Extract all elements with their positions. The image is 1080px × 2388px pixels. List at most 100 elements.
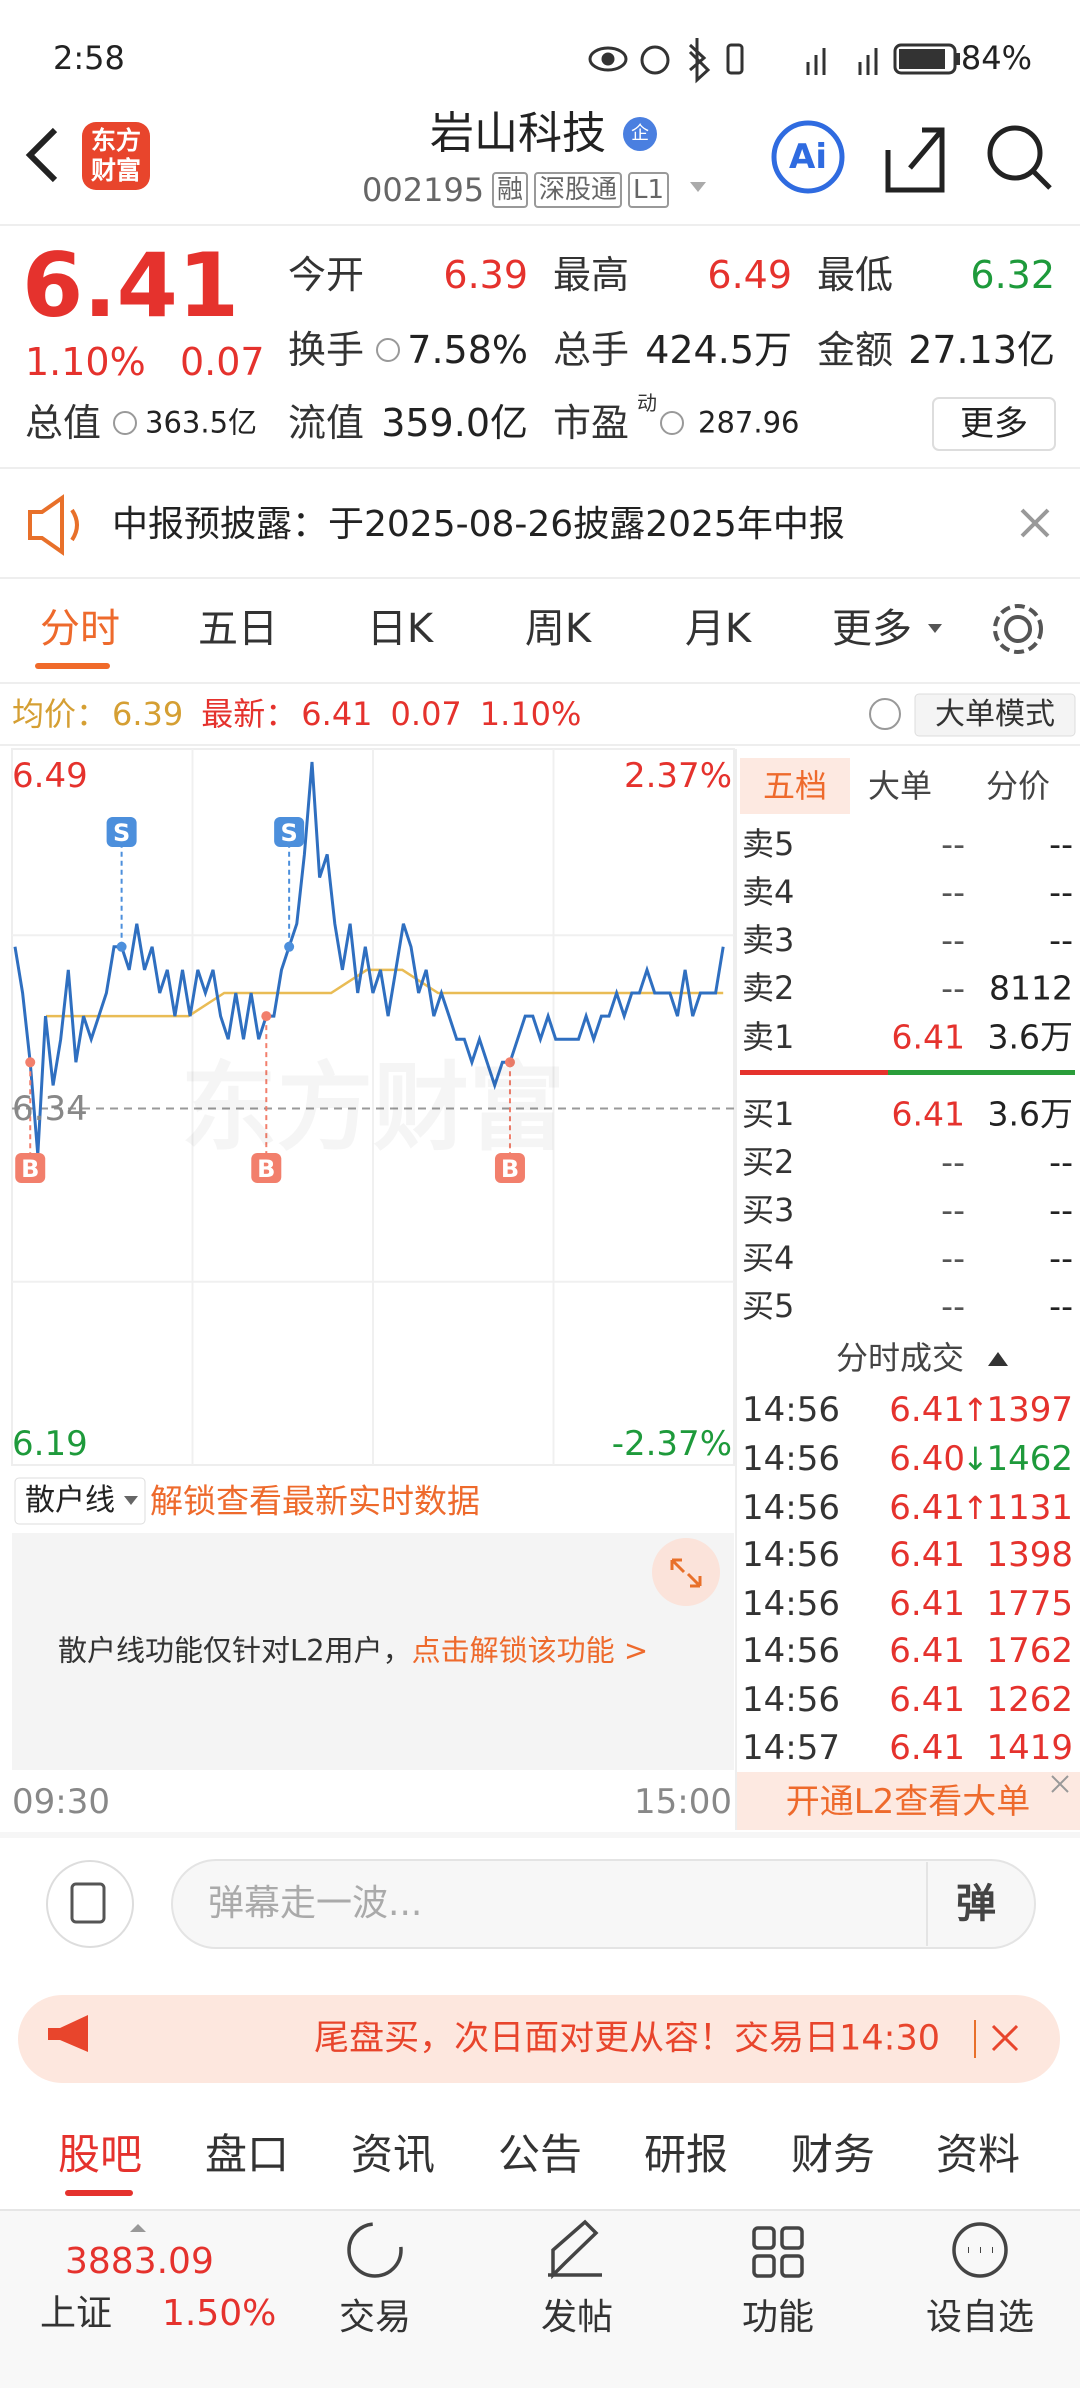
- nav-item[interactable]: 交易: [338, 2297, 412, 2338]
- help-icon[interactable]: [869, 698, 901, 730]
- danmaku-button[interactable]: 弹: [956, 1881, 996, 1927]
- retail-label[interactable]: 散户线: [25, 1483, 115, 1518]
- speaker-icon: [28, 494, 79, 556]
- back-icon[interactable]: [25, 127, 58, 183]
- content-tab[interactable]: 资讯: [350, 2130, 436, 2179]
- trade-volume: 1462: [986, 1439, 1073, 1479]
- signal-label: B: [21, 1155, 40, 1183]
- trade-price: 6.41: [889, 1631, 965, 1671]
- settings-icon[interactable]: [993, 604, 1043, 654]
- retail-message: 散户线功能仅针对L2用户，: [58, 1633, 412, 1668]
- content-tab[interactable]: 研报: [643, 2130, 729, 2179]
- chart-tab[interactable]: 五日: [198, 606, 278, 652]
- content-tab[interactable]: 股吧: [57, 2130, 143, 2179]
- time-label: 09:30: [12, 1782, 110, 1822]
- trade-price: 6.40: [889, 1439, 965, 1479]
- signal-dot: [504, 1057, 515, 1068]
- orderbook-tab[interactable]: 大单: [867, 767, 933, 805]
- orderbook-label: 买2: [742, 1143, 795, 1181]
- comment-icon[interactable]: [46, 1860, 134, 1948]
- index-name: 上证: [40, 2293, 113, 2334]
- orderbook-price: --: [941, 1190, 965, 1230]
- more-button[interactable]: [932, 397, 1056, 451]
- signal-box: [494, 1153, 525, 1183]
- orderbook-price: --: [941, 1142, 965, 1182]
- chart-tab[interactable]: 日K: [366, 606, 434, 652]
- orderbook-label: 买3: [742, 1191, 795, 1229]
- arrow-icon: [130, 2224, 146, 2232]
- change-pct: 1.10%: [25, 340, 146, 384]
- ai-icon[interactable]: [771, 120, 845, 194]
- orderbook-tab[interactable]: 五档: [762, 767, 828, 805]
- search-icon[interactable]: [987, 125, 1052, 190]
- orderbook-price: --: [941, 1238, 965, 1278]
- nav-item[interactable]: 设自选: [925, 2297, 1035, 2338]
- trade-volume: 1419: [986, 1728, 1073, 1768]
- field-label: 总值: [25, 401, 102, 445]
- trade-volume: 1398: [986, 1535, 1073, 1575]
- orderbook-volume: 3.6万: [987, 1094, 1073, 1134]
- field-value: 424.5万: [645, 328, 792, 372]
- close-icon[interactable]: [1051, 1775, 1069, 1793]
- field-label: 总手: [553, 328, 630, 372]
- share-icon[interactable]: [885, 127, 945, 193]
- content-tab[interactable]: 财务: [790, 2130, 876, 2179]
- orderbook-label: 卖4: [742, 873, 795, 911]
- content-tab[interactable]: 公告: [497, 2130, 583, 2179]
- stock-tag: 融: [492, 172, 529, 208]
- banner-bg[interactable]: [18, 1995, 1060, 2083]
- signal-label: S: [112, 819, 131, 847]
- orderbook-volume: --: [1049, 1190, 1073, 1230]
- field-label: 最高: [553, 253, 630, 297]
- buy-bar: [888, 1070, 1075, 1075]
- chart-tab[interactable]: 月K: [684, 606, 752, 652]
- orderbook-price: 6.41: [891, 1094, 965, 1134]
- tab-underline: [35, 663, 110, 669]
- retail-select[interactable]: [14, 1477, 146, 1525]
- nav-item[interactable]: 功能: [741, 2297, 815, 2338]
- content-tab[interactable]: 资料: [935, 2130, 1021, 2179]
- signal-dot: [116, 941, 127, 952]
- expand-bg[interactable]: [652, 1538, 720, 1606]
- banner-icon: [48, 2015, 88, 2052]
- ai-button[interactable]: Ai: [789, 137, 827, 177]
- l2-text[interactable]: 开通L2查看大单: [785, 1782, 1031, 1822]
- trades-title: 分时成交: [835, 1339, 965, 1377]
- retail-unlock[interactable]: 解锁查看最新实时数据: [150, 1481, 480, 1521]
- orderbook-volume: --: [1049, 1142, 1073, 1182]
- sort-icon: [988, 1352, 1008, 1366]
- l2-bar[interactable]: [737, 1772, 1080, 1830]
- trade-time: 14:56: [742, 1631, 840, 1671]
- avg-line: [46, 968, 724, 1018]
- field-value: 287.96: [698, 405, 800, 440]
- more-button-text[interactable]: 更多: [960, 404, 1028, 444]
- chart-tab[interactable]: 周K: [524, 606, 592, 652]
- orderbook-volume: --: [1049, 1238, 1073, 1278]
- info-icon: [660, 411, 684, 435]
- mode-text[interactable]: 大单模式: [935, 697, 1055, 732]
- field-label: 市盈: [553, 401, 630, 445]
- orderbook-volume: --: [1049, 824, 1073, 864]
- orderbook-price: --: [941, 1286, 965, 1326]
- close-icon[interactable]: [1020, 508, 1050, 538]
- badge: 企: [631, 123, 649, 144]
- content-tab[interactable]: 盘口: [204, 2130, 290, 2179]
- nav-item[interactable]: 发帖: [540, 2297, 614, 2338]
- retail-link[interactable]: 点击解锁该功能 >: [411, 1633, 649, 1668]
- trade-time: 14:56: [742, 1535, 840, 1575]
- logo-bg: [82, 122, 150, 190]
- comment-placeholder: 弹幕走一波...: [208, 1883, 423, 1924]
- signal-label: B: [257, 1155, 276, 1183]
- close-icon[interactable]: [991, 2024, 1019, 2052]
- orderbook-tab[interactable]: 分价: [985, 767, 1051, 805]
- info-text: 6.39: [112, 695, 184, 733]
- orderbook-label: 卖1: [742, 1018, 795, 1056]
- battery-text: 84%: [960, 39, 1032, 77]
- y-tick-label: 6.49: [12, 756, 88, 796]
- chart-tab[interactable]: 更多: [832, 606, 912, 652]
- comment-input[interactable]: [171, 1859, 1036, 1949]
- mode-button[interactable]: [914, 693, 1076, 737]
- chart-tab[interactable]: 分时: [40, 606, 120, 652]
- orderbook-volume: 8112: [989, 968, 1073, 1008]
